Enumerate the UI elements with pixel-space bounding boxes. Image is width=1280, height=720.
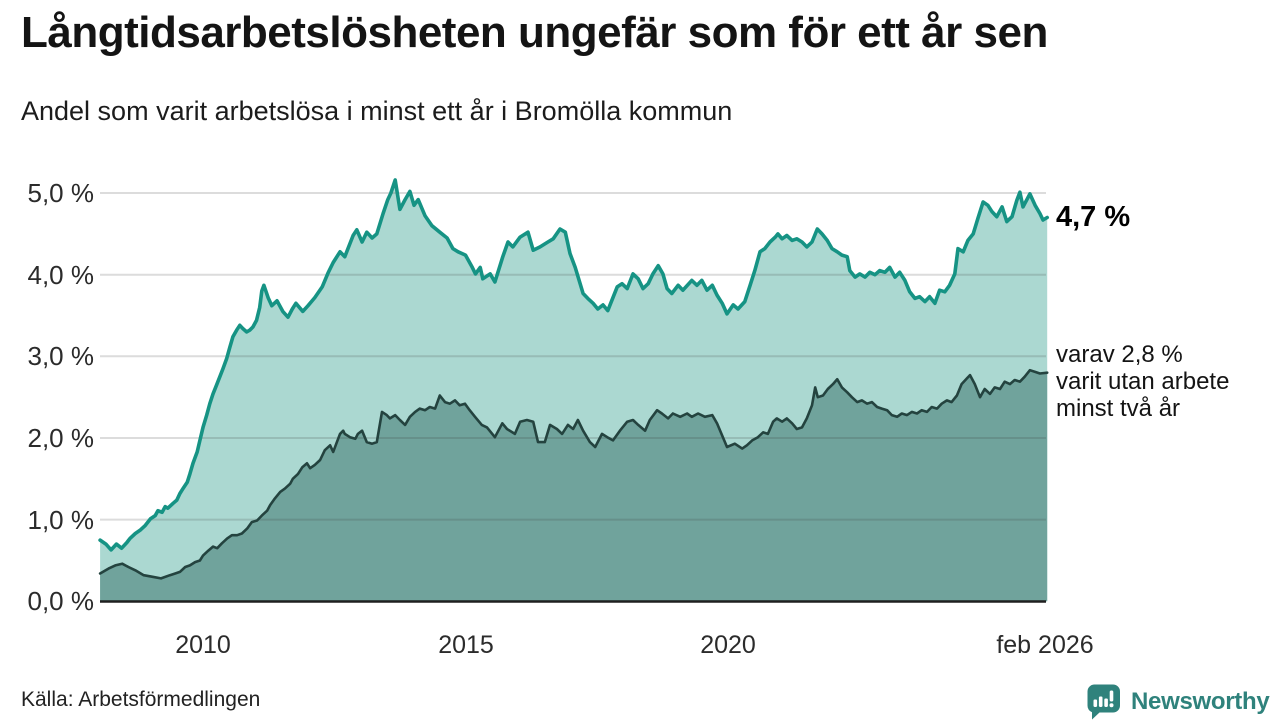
source-note: Källa: Arbetsförmedlingen	[21, 688, 261, 711]
newsworthy-bubble-chart-icon	[1087, 684, 1120, 720]
newsworthy-logo-text: Newsworthy	[1131, 687, 1270, 715]
series-line-0	[98, 178, 1049, 552]
y-axis-label: 4,0 %	[27, 260, 95, 290]
latest-value-annotation: 4,7 %	[1056, 201, 1131, 233]
series-line-1	[98, 368, 1049, 580]
y-axis-label: 2,0 %	[27, 423, 95, 453]
y-axis-label: 3,0 %	[27, 341, 95, 371]
series-area-1	[100, 370, 1048, 602]
secondary-annotation: varav 2,8 % varit utan arbete minst två …	[1056, 341, 1230, 422]
x-axis-label: 2010	[175, 631, 231, 659]
y-axis-label: 5,0 %	[27, 178, 95, 208]
x-axis-label: feb 2026	[996, 631, 1094, 659]
newsworthy-logo: Newsworthy	[1085, 683, 1270, 720]
x-axis-label: 2020	[700, 631, 756, 659]
page-title: Långtidsarbetslösheten ungefär som för e…	[21, 8, 1048, 57]
x-axis-label: 2015	[438, 631, 494, 659]
y-axis-label: 0,0 %	[27, 586, 95, 616]
page-subtitle: Andel som varit arbetslösa i minst ett å…	[21, 96, 733, 126]
y-axis-label: 1,0 %	[27, 505, 95, 535]
